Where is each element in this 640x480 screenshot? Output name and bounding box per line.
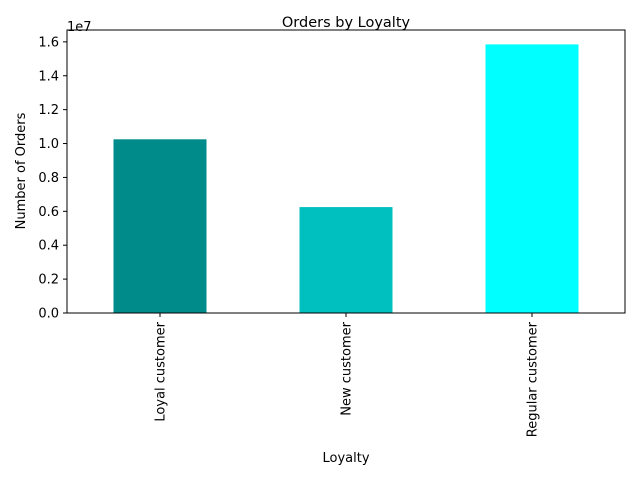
y-tick-label: 0.4 — [38, 239, 59, 254]
y-offset-text: 1e7 — [67, 20, 92, 35]
bar-regular-customer — [485, 44, 579, 314]
bars-group — [113, 44, 579, 314]
x-axis-ticks: Loyal customer New customer Regular custom… — [154, 313, 541, 437]
y-tick-label: 0.6 — [38, 205, 59, 220]
chart-title: Orders by Loyalty — [282, 15, 411, 31]
x-axis-label: Loyalty — [322, 451, 369, 466]
x-tick-label: New customer — [340, 321, 355, 415]
y-tick-label: 0.2 — [38, 273, 59, 288]
plot-frame — [66, 29, 626, 314]
y-axis-label: Number of Orders — [14, 112, 29, 229]
bar-new-customer — [299, 207, 393, 313]
y-tick-label: 1.2 — [38, 103, 59, 118]
y-tick-label: 0.8 — [38, 171, 59, 186]
bar-loyal-customer — [113, 139, 207, 313]
y-tick-label: 1.6 — [38, 35, 59, 50]
y-tick-label: 1.4 — [38, 69, 59, 84]
y-axis-ticks: 0.0 0.2 0.4 0.6 0.8 1.0 1.2 1.4 1.6 — [38, 35, 67, 322]
y-tick-label: 0.0 — [38, 307, 59, 322]
y-tick-label: 1.0 — [38, 137, 59, 152]
x-tick-label: Loyal customer — [154, 321, 169, 421]
x-tick-label: Regular customer — [526, 321, 541, 437]
